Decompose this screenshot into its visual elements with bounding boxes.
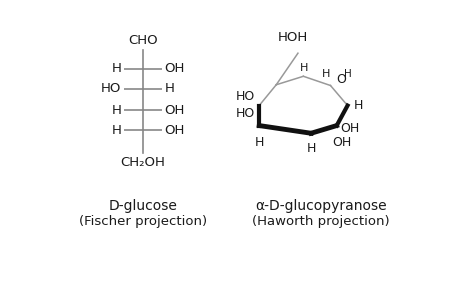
Text: H: H — [345, 69, 352, 79]
Text: OH: OH — [164, 104, 185, 117]
Text: H: H — [354, 99, 363, 112]
Text: H: H — [255, 136, 264, 149]
Text: OH: OH — [332, 136, 352, 149]
Text: α-D-glucopyranose: α-D-glucopyranose — [255, 200, 387, 214]
Text: OH: OH — [164, 124, 185, 137]
Text: H: H — [306, 143, 316, 156]
Text: H: H — [322, 69, 330, 79]
Text: (Haworth projection): (Haworth projection) — [252, 215, 390, 228]
Text: HOH: HOH — [278, 31, 309, 44]
Text: HO: HO — [235, 107, 255, 120]
Text: D-glucose: D-glucose — [109, 200, 177, 214]
Text: H: H — [111, 124, 121, 137]
Text: H: H — [164, 82, 174, 95]
Text: CH₂OH: CH₂OH — [120, 156, 165, 169]
Text: HO: HO — [235, 90, 255, 103]
Text: OH: OH — [164, 62, 185, 75]
Text: H: H — [111, 104, 121, 117]
Text: CHO: CHO — [128, 34, 158, 47]
Text: H: H — [300, 63, 309, 73]
Text: OH: OH — [340, 123, 359, 136]
Text: H: H — [111, 62, 121, 75]
Text: (Fischer projection): (Fischer projection) — [79, 215, 207, 228]
Text: O: O — [337, 73, 346, 86]
Text: HO: HO — [101, 82, 121, 95]
